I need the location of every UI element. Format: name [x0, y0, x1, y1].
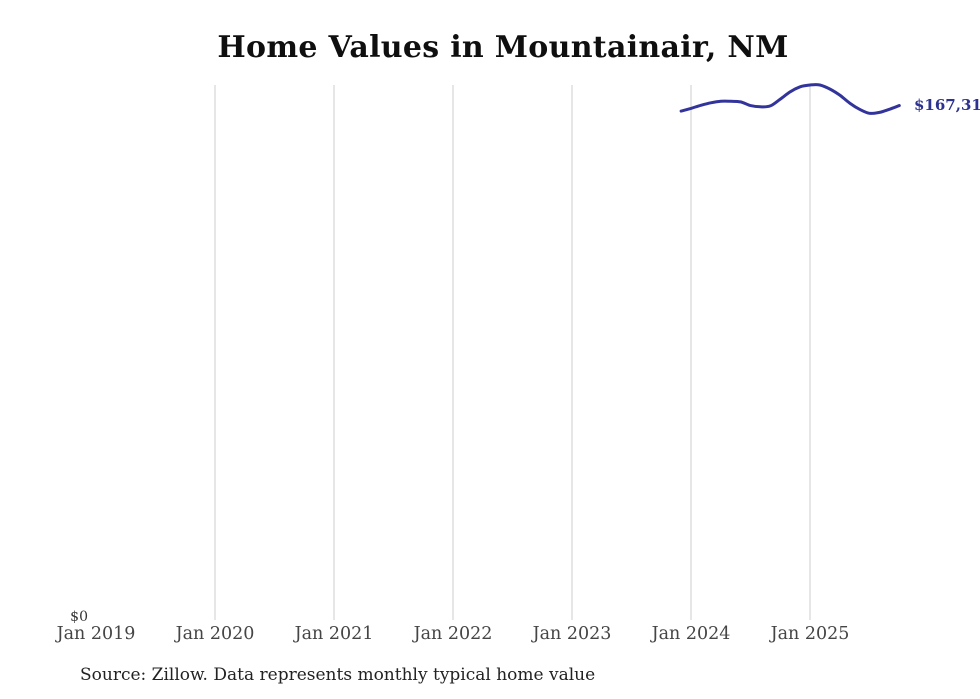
- x-axis-label: Jan 2023: [532, 624, 612, 644]
- x-axis-label: Jan 2021: [294, 624, 374, 644]
- x-axis-label: Jan 2024: [651, 624, 731, 644]
- y-axis-zero-label: $0: [70, 609, 88, 625]
- x-axis-label: Jan 2020: [175, 624, 255, 644]
- x-axis-label: Jan 2019: [56, 624, 136, 644]
- chart-title: Home Values in Mountainair, NM: [217, 30, 789, 65]
- home-value-line: [679, 83, 901, 115]
- source-note: Source: Zillow. Data represents monthly …: [80, 665, 596, 685]
- x-axis-label: Jan 2022: [413, 624, 493, 644]
- latest-value-label: $167,313: [914, 96, 980, 114]
- x-axis-label: Jan 2025: [770, 624, 850, 644]
